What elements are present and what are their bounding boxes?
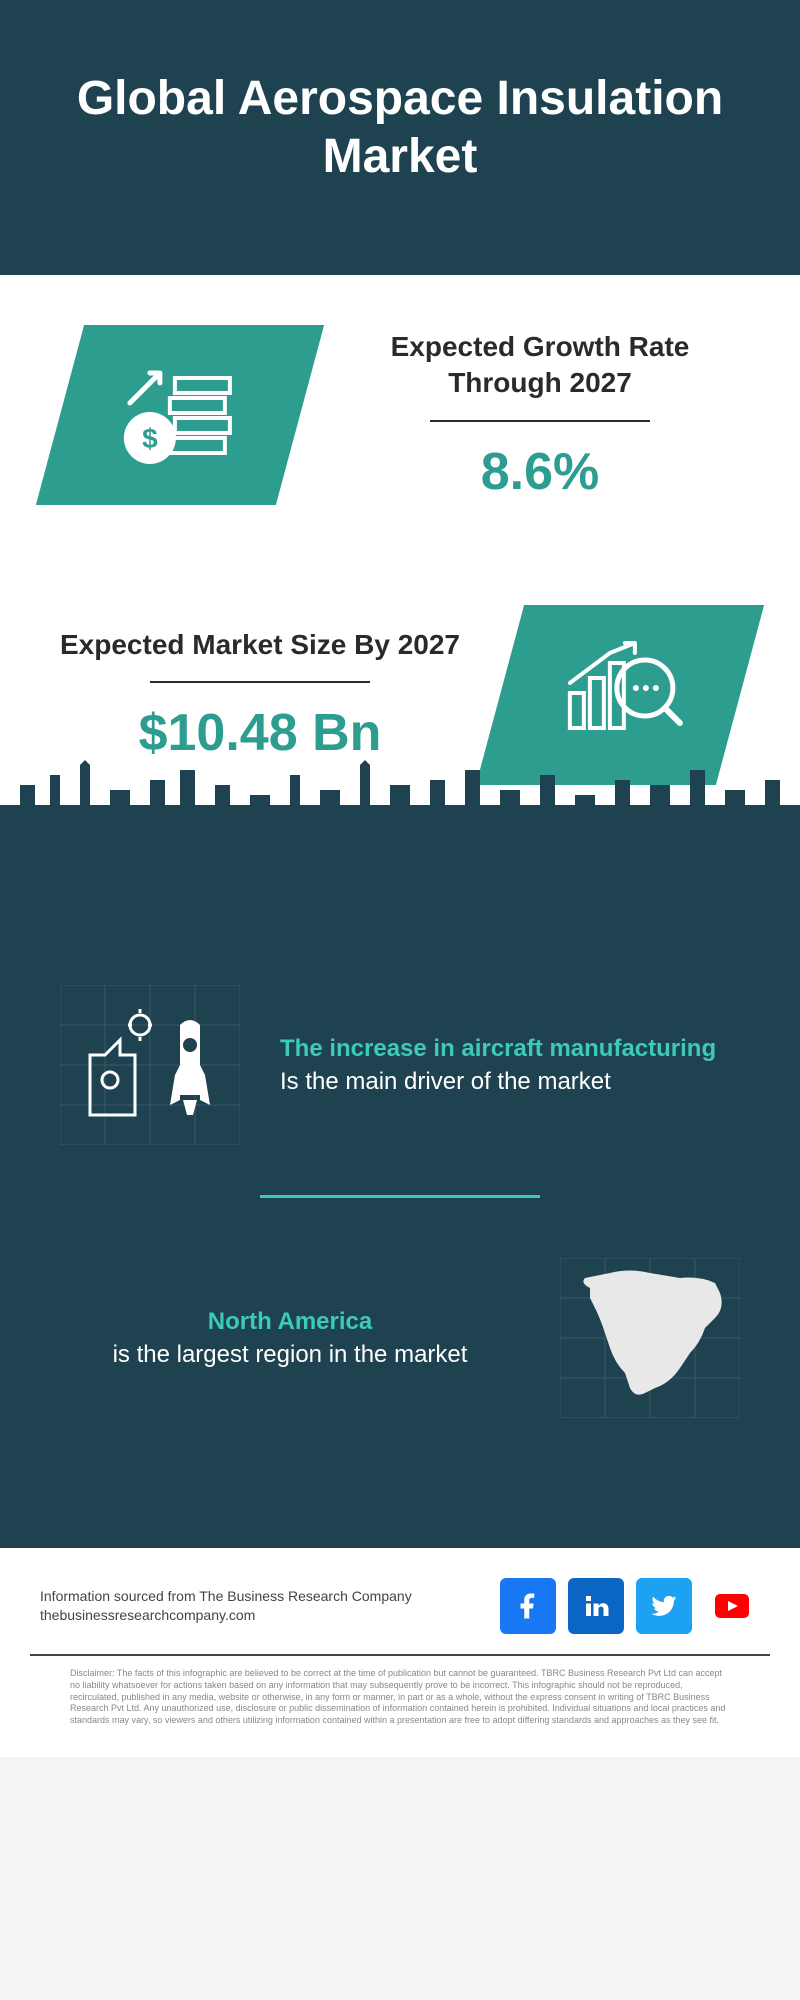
source-line: Information sourced from The Business Re… <box>40 1587 412 1607</box>
stat-label: Expected Growth Rate Through 2027 <box>340 329 740 422</box>
social-links <box>500 1578 760 1634</box>
youtube-icon[interactable] <box>704 1578 760 1634</box>
stat-label: Expected Market Size By 2027 <box>60 627 460 683</box>
insight-highlight: The increase in aircraft manufacturing <box>280 1032 740 1066</box>
skyline-decoration <box>0 755 800 835</box>
twitter-icon[interactable] <box>636 1578 692 1634</box>
disclaimer-text: Disclaimer: The facts of this infographi… <box>30 1654 770 1756</box>
source-attribution: Information sourced from The Business Re… <box>40 1587 412 1626</box>
source-link: thebusinessresearchcompany.com <box>40 1606 412 1626</box>
svg-text:$: $ <box>142 423 158 454</box>
header-banner: Global Aerospace Insulation Market <box>0 0 800 275</box>
insight-highlight: North America <box>208 1308 372 1335</box>
insight-region: North America is the largest region in t… <box>60 1258 740 1418</box>
money-growth-icon: $ <box>110 353 250 473</box>
north-america-map-icon <box>560 1258 740 1418</box>
footer: Information sourced from The Business Re… <box>0 1548 800 1654</box>
linkedin-icon[interactable] <box>568 1578 624 1634</box>
insight-manufacturing: The increase in aircraft manufacturing I… <box>60 985 740 1145</box>
chart-analysis-icon <box>550 633 690 753</box>
page-title: Global Aerospace Insulation Market <box>40 70 760 185</box>
insight-body: is the largest region in the market <box>113 1341 468 1368</box>
insight-body: Is the main driver of the market <box>280 1065 740 1099</box>
insights-section: The increase in aircraft manufacturing I… <box>0 955 800 1548</box>
stat-value: 8.6% <box>340 442 740 502</box>
stat-growth-rate: $ Expected Growth Rate Through 2027 8.6% <box>0 275 800 555</box>
skyline-bg <box>0 835 800 955</box>
rocket-manufacturing-icon <box>60 985 240 1145</box>
growth-icon-block: $ <box>36 325 324 505</box>
facebook-icon[interactable] <box>500 1578 556 1634</box>
section-divider <box>260 1195 540 1198</box>
